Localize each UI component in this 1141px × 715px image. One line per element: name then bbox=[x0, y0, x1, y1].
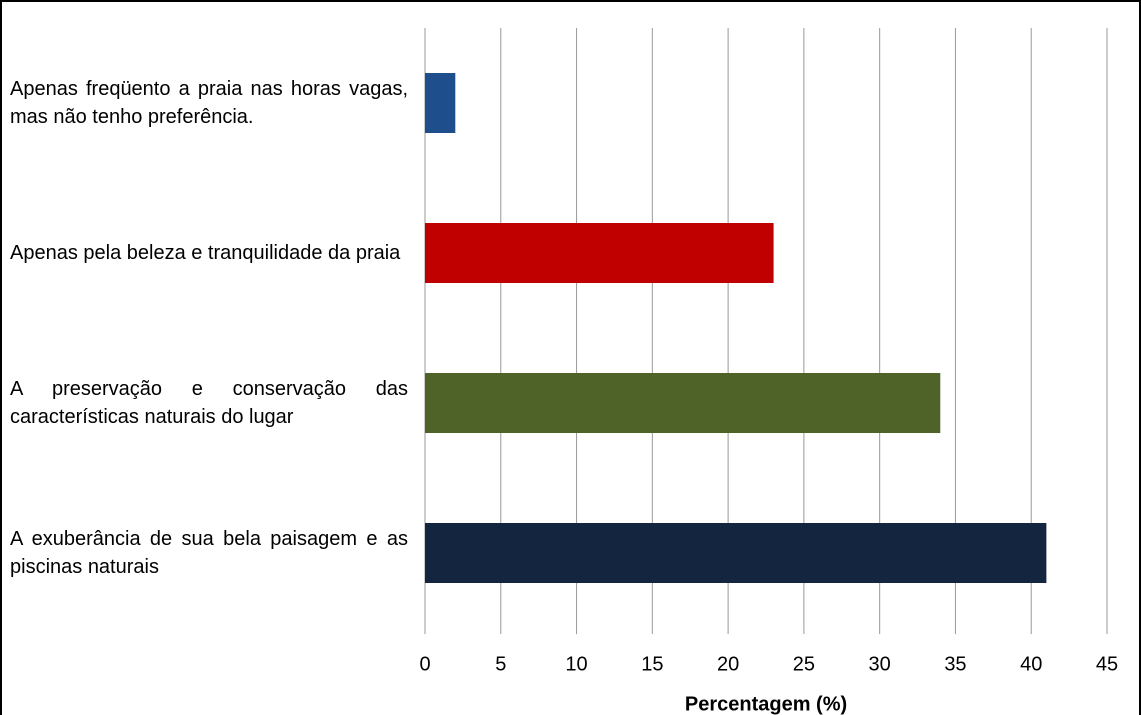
x-axis-title: Percentagem (%) bbox=[685, 693, 847, 715]
x-tick-label: 45 bbox=[1096, 653, 1118, 675]
x-tick-label: 40 bbox=[1020, 653, 1042, 675]
x-tick-label: 10 bbox=[565, 653, 587, 675]
x-tick-label: 25 bbox=[793, 653, 815, 675]
y-tick-label: A exuberância de sua bela paisagem e as … bbox=[10, 528, 408, 578]
bar bbox=[425, 73, 456, 133]
category-label-box: A preservação e conservação das caracter… bbox=[10, 328, 408, 478]
bar bbox=[425, 223, 774, 283]
category-label-box: Apenas pela beleza e tranquilidade da pr… bbox=[10, 178, 408, 328]
y-tick-label: Apenas pela beleza e tranquilidade da pr… bbox=[10, 242, 401, 264]
x-tick-label: 15 bbox=[641, 653, 663, 675]
x-tick-label: 5 bbox=[495, 653, 506, 675]
category-label-box: A exuberância de sua bela paisagem e as … bbox=[10, 478, 408, 628]
y-tick-label: Apenas freqüento a praia nas horas vagas… bbox=[10, 78, 408, 128]
x-tick-label: 0 bbox=[419, 653, 430, 675]
y-tick-label: A preservação e conservação das caracter… bbox=[10, 378, 408, 428]
bar bbox=[425, 373, 941, 433]
bar bbox=[425, 523, 1047, 583]
x-tick-label: 20 bbox=[717, 653, 739, 675]
category-label-box: Apenas freqüento a praia nas horas vagas… bbox=[10, 28, 408, 178]
x-tick-label: 35 bbox=[944, 653, 966, 675]
x-tick-label: 30 bbox=[869, 653, 891, 675]
